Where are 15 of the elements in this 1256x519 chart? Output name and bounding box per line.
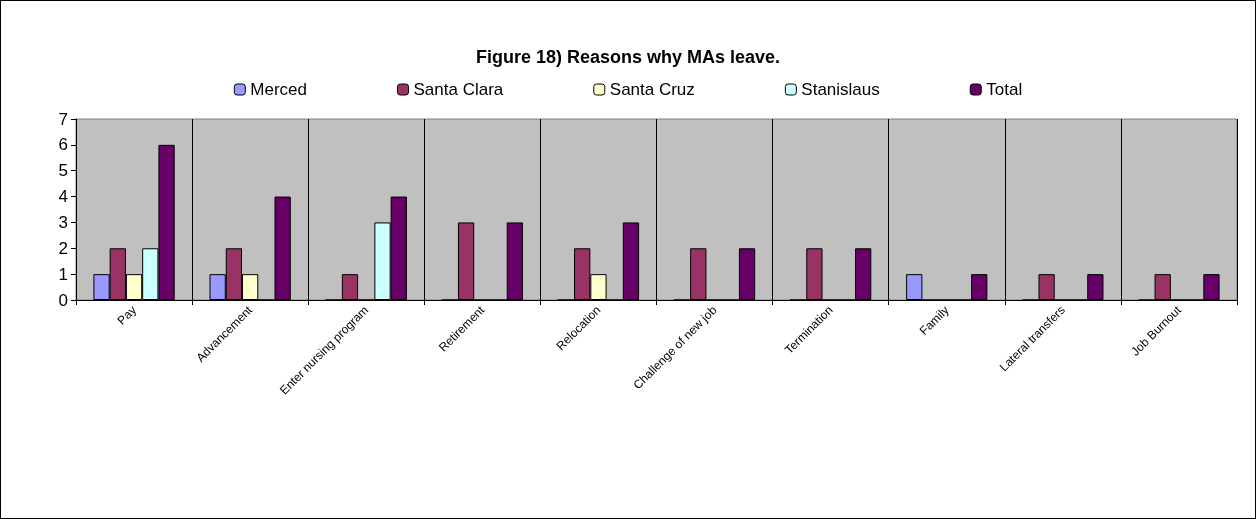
y-tick-label: 5 (58, 161, 68, 181)
chart-title: Figure 18) Reasons why MAs leave. (475, 47, 781, 67)
y-tick-label: 2 (58, 238, 68, 258)
y-tick-label: 1 (58, 264, 68, 284)
y-tick-label: 4 (58, 187, 68, 207)
y-tick-label: 6 (58, 135, 68, 155)
legend-label: Total (986, 80, 1023, 99)
legend-label: Santa Cruz (609, 80, 695, 99)
x-tick-label: Pay (114, 303, 139, 328)
y-tick-label: 0 (58, 290, 68, 310)
legend-label: Merced (250, 80, 308, 99)
legend-label: Stanislaus (801, 80, 880, 99)
legend-label: Santa Clara (413, 80, 504, 99)
y-tick-label: 7 (58, 109, 68, 129)
y-tick-label: 3 (58, 212, 68, 232)
